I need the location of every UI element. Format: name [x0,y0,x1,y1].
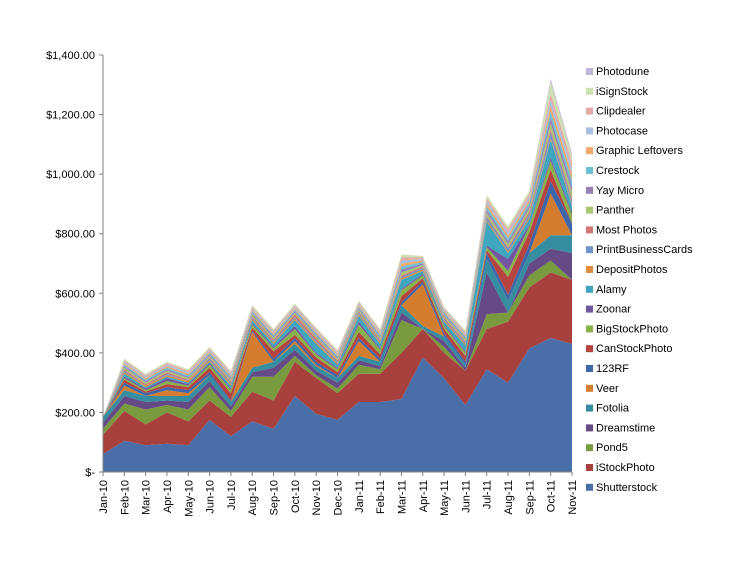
legend-swatch [586,68,593,75]
area-layer [103,78,572,472]
legend-label: Dreamstime [596,422,655,434]
x-tick-label: May-10 [183,480,195,517]
legend-swatch [586,107,593,115]
legend-label: Alamy [596,284,627,296]
legend-swatch [586,186,593,194]
x-tick-label: Mar-10 [141,480,153,515]
legend-swatch [586,147,593,155]
legend-swatch [586,206,593,214]
legend-label: Photodune [596,66,649,78]
legend-swatch [586,305,593,313]
area-istockphoto [103,272,572,455]
legend-swatch [586,424,593,432]
legend-label: Crestock [596,165,640,177]
legend-label: CanStockPhoto [596,343,672,355]
x-tick-label: Jul-11 [482,480,494,509]
legend-label: Most Photos [596,224,658,236]
legend-swatch [586,483,593,491]
legend-swatch [586,404,593,412]
axes [99,54,573,476]
y-tick-label: $1,200.00 [46,110,95,122]
area-canstockphoto [103,169,572,417]
legend-label: iSignStock [596,86,648,98]
legend-swatch [586,325,593,333]
x-tick-label: May-11 [439,480,451,516]
legend-label: BigStockPhoto [596,323,668,335]
x-tick-label: Apr-11 [418,480,430,512]
y-tick-label: $1,400.00 [46,50,95,62]
area-pond5 [103,260,572,435]
x-tick-label: Oct-10 [290,480,302,513]
area-alamy [103,139,572,417]
legend-swatch [586,464,593,471]
y-tick-label: $600.00 [55,288,95,300]
area-clipdealer [103,93,572,417]
legend-swatch [586,444,593,452]
area-graphic-leftovers [103,105,572,417]
x-tick-label: Nov-11 [567,480,579,515]
area-123rf [103,181,572,417]
legend-label: Zoonar [596,304,631,316]
y-tick-label: $1,000.00 [46,169,95,181]
y-tick-labels: $- $200.00 $400.00 $600.00 $800.00 $1,000.00 $… [46,50,95,479]
legend-label: Pond5 [596,442,628,454]
legend-label: Graphic Leftovers [596,145,683,157]
x-tick-label: Sep-10 [269,480,281,515]
x-tick-label: Feb-10 [119,480,131,515]
legend-swatch [586,87,593,95]
x-tick-label: Jan-11 [354,480,366,513]
legend-swatch [586,246,593,254]
x-tick-label: Feb-11 [375,480,387,514]
legend-label: Fotolia [596,403,630,415]
x-tick-label: Jul-10 [226,480,238,510]
x-tick-label: Apr-10 [162,480,174,513]
legend-label: Veer [596,383,619,395]
legend-label: iStockPhoto [596,462,655,474]
legend-swatch [586,127,593,135]
x-tick-labels: Jan-10 Feb-10 Mar-10 Apr-10 May-10 Jun-10 Jul-… [98,480,579,517]
y-tick-label: $800.00 [55,229,95,241]
y-tick-label: $200.00 [55,407,95,419]
legend-swatch [586,345,593,353]
legend-swatch [586,384,593,392]
legend-label: Clipdealer [596,106,646,118]
legend-label: Shutterstock [596,482,658,494]
y-tick-label: $- [85,467,95,479]
legend-swatch [586,226,593,234]
legend-label: PrintBusinessCards [596,244,693,256]
x-tick-label: Dec-10 [333,480,345,515]
area-shutterstock [103,337,572,472]
legend-swatch [586,167,593,174]
x-tick-label: Sep-11 [524,480,536,515]
legend-swatch [586,266,593,273]
x-tick-label: Jun-10 [205,480,217,514]
legend-label: Panther [596,205,635,217]
x-tick-label: Jun-11 [460,480,472,513]
area-isignstock [103,81,572,417]
legend-swatch [586,285,593,293]
area-photocase [103,99,572,417]
y-tick-label: $400.00 [55,348,95,360]
legend: Photodune iSignStock Clipdealer Photocase Gr… [586,66,693,494]
x-tick-label: Jan-10 [98,480,110,514]
legend-label: Photocase [596,125,648,137]
legend-swatch [586,365,593,372]
legend-label: 123RF [596,363,629,375]
x-tick-label: Nov-10 [311,480,323,515]
legend-label: Yay Micro [596,185,644,197]
x-tick-label: Aug-11 [503,480,515,515]
legend-label: DepositPhotos [596,264,668,276]
x-tick-label: Aug-10 [247,480,259,515]
x-tick-label: Oct-11 [546,480,558,512]
x-tick-label: Mar-11 [396,480,408,514]
